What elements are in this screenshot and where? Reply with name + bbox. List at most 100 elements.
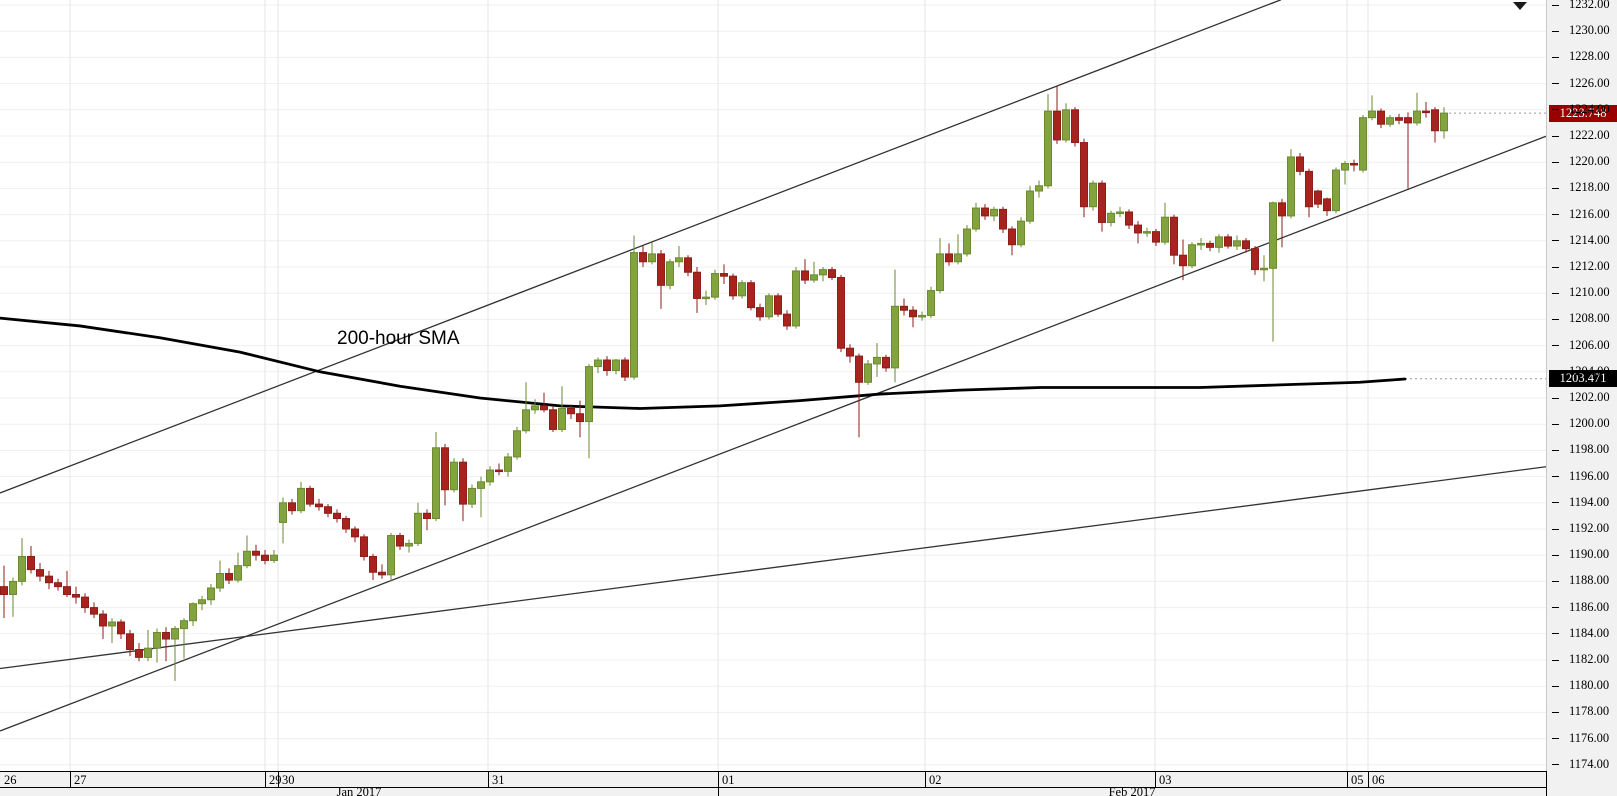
price-tick	[1552, 4, 1559, 6]
candle-body	[423, 512, 431, 520]
candle-body	[603, 359, 611, 371]
candle-body	[990, 208, 998, 217]
candle-body	[1368, 110, 1376, 119]
price-tick	[1552, 187, 1559, 189]
candle-body	[1233, 240, 1241, 247]
candle-body	[936, 253, 944, 292]
price-tick	[1552, 109, 1559, 111]
candle-body	[225, 573, 233, 581]
price-tick	[1552, 764, 1559, 766]
candle-body	[1080, 142, 1088, 208]
candle-body	[1044, 110, 1052, 187]
candle-body	[756, 307, 764, 318]
price-tick-label: 1230.00	[1569, 23, 1610, 38]
candle-body	[792, 270, 800, 327]
candle-body	[207, 587, 215, 601]
candle-body	[954, 253, 962, 263]
last-price-badge: 1223.748	[1549, 104, 1617, 122]
chevron-down-icon[interactable]	[1513, 2, 1527, 10]
candle-body	[432, 447, 440, 520]
price-tick	[1552, 292, 1559, 294]
candle-body	[396, 535, 404, 547]
price-tick-label: 1178.00	[1569, 704, 1610, 719]
candle-body	[702, 296, 710, 300]
candle-body	[306, 487, 314, 505]
candle-body	[1125, 211, 1133, 226]
price-tick-label: 1174.00	[1569, 756, 1610, 771]
price-tick	[1552, 83, 1559, 85]
candle-body	[387, 535, 395, 576]
price-tick-label: 1216.00	[1569, 206, 1610, 221]
price-tick	[1552, 240, 1559, 242]
candle-body	[972, 207, 980, 230]
candle-body	[540, 405, 548, 411]
candle-body	[1188, 244, 1196, 267]
candle-body	[531, 405, 539, 411]
candle-body	[504, 456, 512, 472]
price-axis[interactable]: 1223.748 1203.471 1174.00 1176.00 1178.00 1…	[1546, 0, 1617, 771]
candle-body	[108, 621, 116, 627]
chart-plot-area[interactable]	[0, 0, 1546, 771]
candle-body	[1422, 110, 1430, 114]
candle-body	[891, 305, 899, 369]
candle-body	[558, 407, 566, 430]
price-tick-label: 1186.00	[1569, 599, 1610, 614]
time-axis[interactable]: 26 27 29 30 31 01 02 03 05 06	[0, 771, 1546, 787]
price-tick-label: 1202.00	[1569, 390, 1610, 404]
candle-body	[252, 550, 260, 556]
candle-body	[666, 261, 674, 286]
candle-body	[297, 487, 305, 512]
candle-body	[342, 518, 350, 530]
candle-body	[765, 295, 773, 318]
candle-body	[1350, 163, 1358, 166]
candle-body	[360, 536, 368, 558]
candle-body	[315, 503, 323, 508]
candle-body	[684, 257, 692, 273]
price-tick	[1552, 449, 1559, 451]
sma-annotation-label: 200-hour SMA	[337, 328, 460, 349]
price-tick-label: 1224.00	[1569, 101, 1610, 116]
candle-body	[585, 366, 593, 423]
price-tick	[1552, 711, 1559, 713]
price-tick-label: 1228.00	[1569, 49, 1610, 64]
sma-line	[0, 316, 1407, 410]
candle-body	[270, 554, 278, 561]
price-tick	[1552, 135, 1559, 137]
candle-body	[414, 512, 422, 544]
candle-body	[171, 628, 179, 640]
candle-body	[189, 603, 197, 622]
candle-body	[468, 487, 476, 505]
candle-body	[243, 550, 251, 567]
candle-body	[1332, 169, 1340, 212]
price-tick	[1552, 528, 1559, 530]
candle-body	[1278, 202, 1286, 217]
month-axis-row: Jan 2017 Feb 2017	[0, 772, 1546, 796]
candle-body	[1260, 267, 1268, 271]
candle-body	[477, 481, 485, 489]
candle-body	[783, 313, 791, 327]
price-tick	[1552, 685, 1559, 687]
price-tick	[1552, 266, 1559, 268]
candle-body	[648, 253, 656, 263]
candles-svg[interactable]	[0, 0, 1546, 771]
candle-body	[837, 276, 845, 349]
candle-body	[180, 620, 188, 630]
candle-body	[864, 363, 872, 383]
candle-body	[1314, 190, 1322, 205]
axis-corner	[1546, 771, 1617, 796]
candle-body	[900, 305, 908, 311]
candle-body	[1116, 211, 1124, 214]
candle-body	[1431, 109, 1439, 132]
candle-body	[1062, 109, 1070, 141]
time-tick-label: 26	[4, 773, 17, 787]
time-tick-label: 06	[1372, 773, 1385, 787]
time-tick	[265, 772, 266, 787]
candle-body	[1008, 228, 1016, 246]
price-tick	[1552, 30, 1559, 32]
price-tick-label: 1198.00	[1569, 442, 1610, 457]
candle-body	[927, 290, 935, 316]
price-tick-label: 1192.00	[1569, 521, 1610, 535]
candle-body	[801, 270, 809, 281]
candle-body	[1395, 117, 1403, 121]
